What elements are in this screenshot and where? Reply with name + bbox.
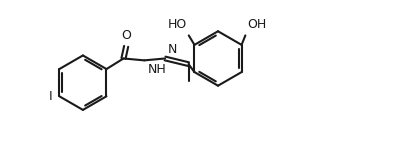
Text: I: I: [49, 90, 53, 103]
Text: O: O: [121, 29, 131, 42]
Text: N: N: [168, 43, 177, 56]
Text: HO: HO: [168, 18, 187, 31]
Text: NH: NH: [147, 63, 166, 76]
Text: OH: OH: [247, 18, 267, 31]
